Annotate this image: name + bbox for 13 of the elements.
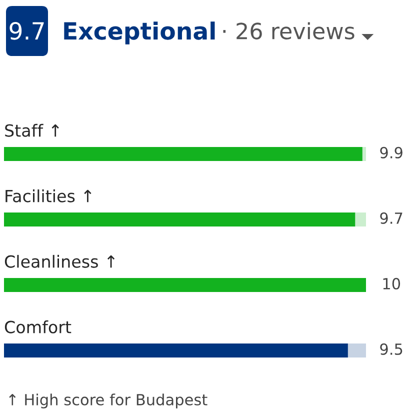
data-label: 9.7: [380, 212, 402, 224]
text: 9.7: [10, 22, 44, 40]
data-label: 9.9: [380, 146, 402, 158]
text: ↑ High score for Budapest: [9, 394, 208, 408]
data-label: 10: [383, 278, 400, 290]
chart-subtitle: · 26 reviews: [223, 22, 354, 40]
data-label: 9.5: [380, 343, 402, 355]
chart-title: Exceptional: [64, 22, 215, 44]
y-tick-label: Comfort: [4, 320, 72, 334]
y-tick-label: Staff ↑: [5, 124, 59, 137]
bar: [4, 147, 362, 161]
y-tick-label: Facilities ↑: [6, 189, 92, 202]
y-tick-label: Cleanliness ↑: [4, 254, 115, 268]
